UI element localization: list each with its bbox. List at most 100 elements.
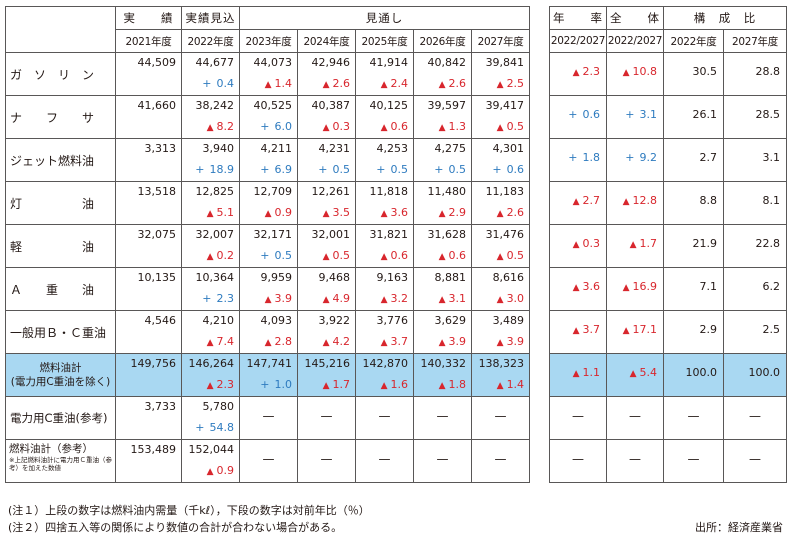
decrease-triangle-icon: ▲ (496, 123, 504, 133)
decrease-triangle-icon: ▲ (264, 338, 272, 348)
change-value: 6.0 (274, 120, 293, 133)
plus-sign: + (202, 77, 212, 90)
table-row: 電力用C重油(参考) 3,733 5,780 +54.8 — — — — — (5, 396, 531, 440)
side-row: — — — — (549, 396, 787, 440)
overall-value: ▲ 12.8 (623, 194, 657, 207)
demand-value: 8,881 (434, 271, 467, 284)
composition-value: 7.1 (699, 280, 718, 293)
composition-cell: 100.0 (723, 353, 787, 397)
dash: — (262, 452, 275, 466)
composition-value: 100.0 (748, 366, 781, 379)
data-cell: 4,546 (115, 310, 182, 354)
header-expected: 実績見込 (181, 6, 240, 30)
overall-value: ▲ 1.7 (630, 237, 657, 250)
data-cell: 9,959 ▲ 3.9 (239, 267, 298, 311)
data-cell: 39,597 ▲ 1.3 (413, 95, 472, 139)
demand-value: 3,922 (318, 314, 351, 327)
demand-value: 44,509 (137, 56, 177, 69)
yoy-change: +1.0 (260, 378, 292, 391)
composition-value: 6.2 (762, 280, 781, 293)
decrease-triangle-icon: ▲ (622, 283, 630, 293)
change-value: 3.6 (390, 206, 409, 219)
plus-sign: + (260, 378, 270, 391)
composition-cell: 7.1 (663, 267, 724, 311)
table-row: 燃料油計（参考） ※上記燃料油計に電力用Ｃ重油（参考）を加えた数値 153,489 1… (5, 439, 531, 483)
demand-value: 4,231 (318, 142, 351, 155)
fuel-demand-table: 実 績 実績見込 見通し 2021年度 2022年度 2023年度 2024年度 202… (5, 6, 531, 483)
data-cell: 4,210 ▲ 7.4 (181, 310, 240, 354)
dash: — (629, 452, 641, 466)
decrease-triangle-icon: ▲ (206, 252, 214, 262)
composition-value: 8.8 (699, 194, 718, 207)
side-row: ▲ 3.6 ▲ 16.9 7.1 6.2 (549, 267, 787, 311)
data-cell: 12,261 ▲ 3.5 (297, 181, 356, 225)
change-value: 0.3 (582, 237, 601, 250)
dash: — (572, 452, 584, 466)
yoy-change: ▲ 0.6 (439, 249, 466, 262)
side-row: ▲ 2.7 ▲ 12.8 8.8 8.1 (549, 181, 787, 225)
demand-value: 40,525 (253, 99, 293, 112)
demand-value: 40,125 (369, 99, 409, 112)
change-value: 2.6 (506, 206, 525, 219)
yoy-change: ▲ 2.5 (497, 77, 524, 90)
decrease-triangle-icon: ▲ (206, 123, 214, 133)
demand-value: 41,914 (369, 56, 409, 69)
decrease-triangle-icon: ▲ (206, 209, 214, 219)
data-cell: 8,616 ▲ 3.0 (470, 267, 531, 311)
decrease-triangle-icon: ▲ (322, 80, 330, 90)
composition-value: 22.8 (755, 237, 781, 250)
change-value: 3.5 (332, 206, 351, 219)
data-cell: 38,242 ▲ 8.2 (181, 95, 240, 139)
change-value: 2.3 (582, 65, 601, 78)
data-cell: 44,073 ▲ 1.4 (239, 52, 298, 96)
change-value: 17.1 (632, 323, 658, 336)
data-cell: 4,231 +0.5 (297, 138, 356, 182)
side-row: ▲ 0.3 ▲ 1.7 21.9 22.8 (549, 224, 787, 268)
demand-value: 4,301 (492, 142, 525, 155)
data-cell: 32,007 ▲ 0.2 (181, 224, 240, 268)
demand-value: 32,001 (311, 228, 351, 241)
rate-value: ▲ 0.3 (573, 237, 600, 250)
yoy-change: ▲ 5.1 (207, 206, 234, 219)
change-value: 2.9 (448, 206, 467, 219)
data-cell: — (355, 396, 414, 440)
yoy-change: +0.5 (260, 249, 292, 262)
overall-change-cell: ▲ 17.1 (606, 310, 664, 354)
plus-sign: + (376, 163, 386, 176)
data-cell: 11,818 ▲ 3.6 (355, 181, 414, 225)
change-value: 9.2 (639, 151, 658, 164)
reference-label: 燃料油計（参考） (9, 443, 93, 455)
overall-change-cell: ▲ 16.9 (606, 267, 664, 311)
yoy-change: ▲ 3.9 (497, 335, 524, 348)
change-value: 6.9 (274, 163, 293, 176)
yoy-change: ▲ 2.6 (497, 206, 524, 219)
decrease-triangle-icon: ▲ (206, 467, 214, 477)
change-value: 1.1 (582, 366, 601, 379)
data-cell: 31,476 ▲ 0.5 (470, 224, 531, 268)
dash: — (494, 452, 507, 466)
composition-cell: 21.9 (663, 224, 724, 268)
data-cell: 4,301 +0.6 (470, 138, 531, 182)
decrease-triangle-icon: ▲ (380, 209, 388, 219)
yoy-change: ▲ 3.7 (381, 335, 408, 348)
decrease-triangle-icon: ▲ (572, 68, 580, 78)
decrease-triangle-icon: ▲ (629, 240, 637, 250)
yoy-change: ▲ 1.7 (323, 378, 350, 391)
overall-change-cell: +9.2 (606, 138, 664, 182)
header-outlook: 見通し (238, 6, 531, 30)
decrease-triangle-icon: ▲ (496, 80, 504, 90)
demand-value: 4,211 (260, 142, 293, 155)
year-header: 2026年度 (413, 29, 472, 53)
change-value: 3.7 (582, 323, 601, 336)
data-cell: 40,525 +6.0 (239, 95, 298, 139)
data-cell: 140,332 ▲ 1.8 (413, 353, 472, 397)
yoy-change: ▲ 2.6 (323, 77, 350, 90)
data-cell: 40,125 ▲ 0.6 (355, 95, 414, 139)
composition-cell: 100.0 (663, 353, 724, 397)
composition-cell: 2.5 (723, 310, 787, 354)
year-header: 2023年度 (239, 29, 298, 53)
dash: — (262, 409, 275, 423)
change-value: 3.9 (506, 335, 525, 348)
yoy-change: +0.5 (434, 163, 466, 176)
yoy-change: ▲ 3.2 (381, 292, 408, 305)
